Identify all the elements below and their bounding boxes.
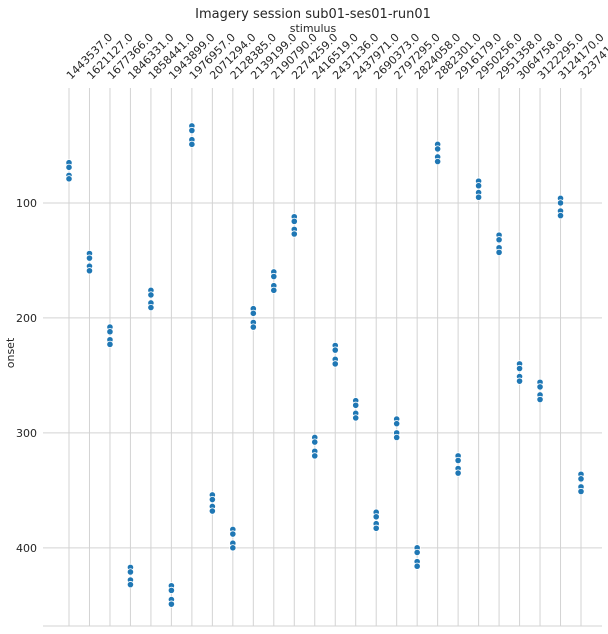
data-point — [290, 217, 298, 225]
y-tick-label: 100 — [16, 197, 37, 210]
data-point — [65, 163, 73, 171]
data-point — [188, 140, 196, 148]
data-point — [434, 157, 442, 166]
data-point — [577, 475, 585, 483]
data-point — [556, 199, 565, 207]
data-point — [556, 212, 565, 220]
gridlines — [43, 88, 602, 627]
chart-title: Imagery session sub01-ses01-run01 — [195, 7, 431, 22]
data-point — [126, 581, 135, 589]
data-point — [208, 495, 216, 504]
data-point — [249, 323, 257, 331]
data-point — [229, 544, 237, 552]
x-tick-labels: 1443537.01621127.01677366.01846331.01858… — [64, 31, 608, 82]
data-point — [188, 126, 196, 135]
data-point — [577, 487, 585, 496]
data-point — [474, 182, 483, 190]
data-point — [352, 401, 360, 409]
data-point — [454, 456, 462, 465]
y-tick-labels: 100 200 300 400 — [16, 197, 37, 555]
y-axis-label: onset — [4, 337, 17, 368]
data-point — [270, 286, 278, 294]
data-point — [331, 360, 339, 368]
data-point — [474, 193, 483, 201]
data-point — [290, 230, 298, 238]
data-point — [167, 600, 175, 608]
y-tick-label: 200 — [16, 312, 37, 325]
data-point — [372, 513, 380, 521]
data-point — [495, 236, 503, 244]
data-point — [147, 291, 155, 299]
data-point — [85, 254, 94, 262]
data-point — [372, 524, 380, 532]
y-tick-label: 400 — [16, 542, 37, 555]
data-point — [434, 145, 442, 153]
data-point — [454, 469, 462, 477]
data-point — [85, 267, 94, 275]
data-point — [331, 346, 339, 354]
data-point — [106, 328, 114, 336]
data-point — [167, 586, 175, 594]
data-point — [147, 303, 155, 312]
data-point — [393, 433, 401, 442]
data-point — [515, 364, 524, 373]
data-points — [65, 122, 585, 608]
data-point — [352, 414, 360, 422]
data-point — [413, 548, 421, 557]
data-point — [229, 530, 237, 538]
data-point — [311, 438, 319, 446]
data-point — [126, 568, 135, 576]
data-point — [536, 383, 544, 391]
data-point — [311, 452, 319, 460]
data-point — [495, 248, 503, 256]
data-point — [413, 562, 421, 570]
data-point — [208, 507, 216, 515]
data-point — [393, 420, 401, 428]
data-point — [106, 340, 114, 348]
data-point — [270, 272, 278, 281]
y-tick-label: 300 — [16, 427, 37, 440]
data-point — [515, 377, 524, 385]
data-point — [65, 175, 73, 183]
x-axis-label: stimulus — [290, 22, 337, 35]
data-point — [249, 309, 257, 317]
data-point — [536, 395, 544, 404]
